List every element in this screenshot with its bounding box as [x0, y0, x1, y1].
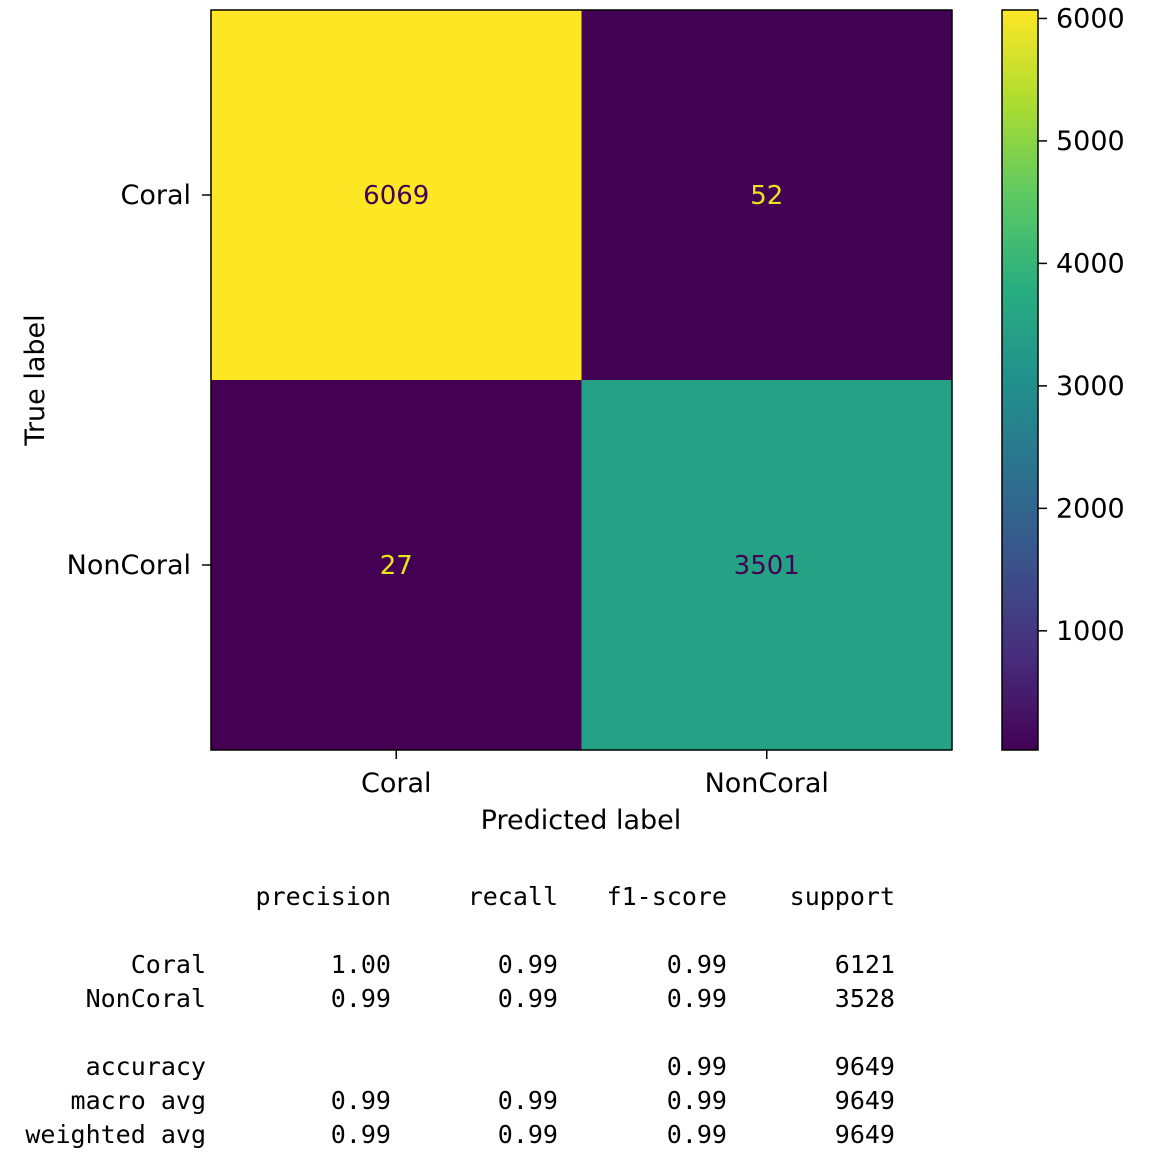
heatmap-cell	[211, 10, 582, 380]
heatmap-cell	[211, 380, 582, 750]
report-column-header: f1-score	[606, 882, 727, 911]
classification-report: precision recall f1-score support Coral 1.00 0…	[0, 875, 1152, 1160]
report-cell-value: 0.99	[330, 1120, 391, 1149]
report-cell-value: 0.99	[666, 1052, 727, 1081]
report-cell-value: 0.99	[330, 984, 391, 1013]
heatmap-cells: 6069 52 27 3501	[211, 10, 952, 750]
report-cell-value: 9649	[834, 1086, 895, 1115]
report-cell-value: 9649	[834, 1120, 895, 1149]
x-tick-label: NonCoral	[705, 768, 829, 799]
x-axis-title: Predicted label	[481, 805, 682, 836]
report-cell-value: 0.99	[497, 984, 558, 1013]
report-cell-value: 3528	[834, 984, 895, 1013]
colorbar-tick-label: 5000	[1056, 126, 1125, 157]
y-axis-title: True label	[20, 314, 51, 446]
report-cell-value: 0.99	[497, 1086, 558, 1115]
colorbar-frame	[1001, 9, 1039, 751]
x-axis: Coral NonCoral	[361, 750, 829, 799]
report-column-header: support	[789, 882, 895, 911]
cell-value-label: 52	[750, 181, 783, 211]
report-cell-value: 6121	[834, 950, 895, 979]
report-row-label: macro avg	[70, 1086, 206, 1115]
report-row-label: weighted avg	[25, 1120, 206, 1149]
colorbar-tick-label: 2000	[1056, 493, 1125, 524]
report-cell-value: 0.99	[666, 1120, 727, 1149]
colorbar-axis: 1000 2000 3000 4000 5000 6000	[1038, 3, 1125, 647]
report-cell-value: 0.99	[497, 1120, 558, 1149]
colorbar-tick-label: 1000	[1056, 616, 1125, 647]
colorbar-tick-label: 6000	[1056, 3, 1125, 34]
cell-value-label: 27	[380, 551, 413, 581]
y-axis: Coral NonCoral	[67, 180, 211, 581]
report-cell-value: 0.99	[666, 1086, 727, 1115]
colorbar-tick-label: 4000	[1056, 248, 1125, 279]
heatmap-cell	[581, 10, 952, 380]
colorbar-tick-label: 3000	[1056, 371, 1125, 402]
report-cell-value: 0.99	[497, 950, 558, 979]
report-cell-value: 1.00	[330, 950, 391, 979]
report-row-label: NonCoral	[85, 984, 206, 1013]
plot-frame	[210, 9, 953, 751]
report-cell-value: 0.99	[666, 950, 727, 979]
cell-value-label: 3501	[734, 551, 800, 581]
x-tick-label: Coral	[361, 768, 432, 799]
report-cell-value: 0.99	[666, 984, 727, 1013]
report-column-header: precision	[255, 882, 391, 911]
report-row-label: Coral	[130, 950, 206, 979]
y-tick-label: NonCoral	[67, 550, 191, 581]
report-cell-value: 9649	[834, 1052, 895, 1081]
report-column-header: recall	[467, 882, 558, 911]
cell-value-label: 6069	[363, 181, 429, 211]
y-tick-label: Coral	[120, 180, 191, 211]
report-cell-value: 0.99	[330, 1086, 391, 1115]
colorbar	[1002, 10, 1038, 750]
confusion-matrix-figure: 6069 52 27 3501 Coral NonCoral Coral NonCoral…	[20, 3, 1125, 836]
heatmap-cell	[581, 380, 952, 750]
report-row-label: accuracy	[85, 1052, 206, 1081]
